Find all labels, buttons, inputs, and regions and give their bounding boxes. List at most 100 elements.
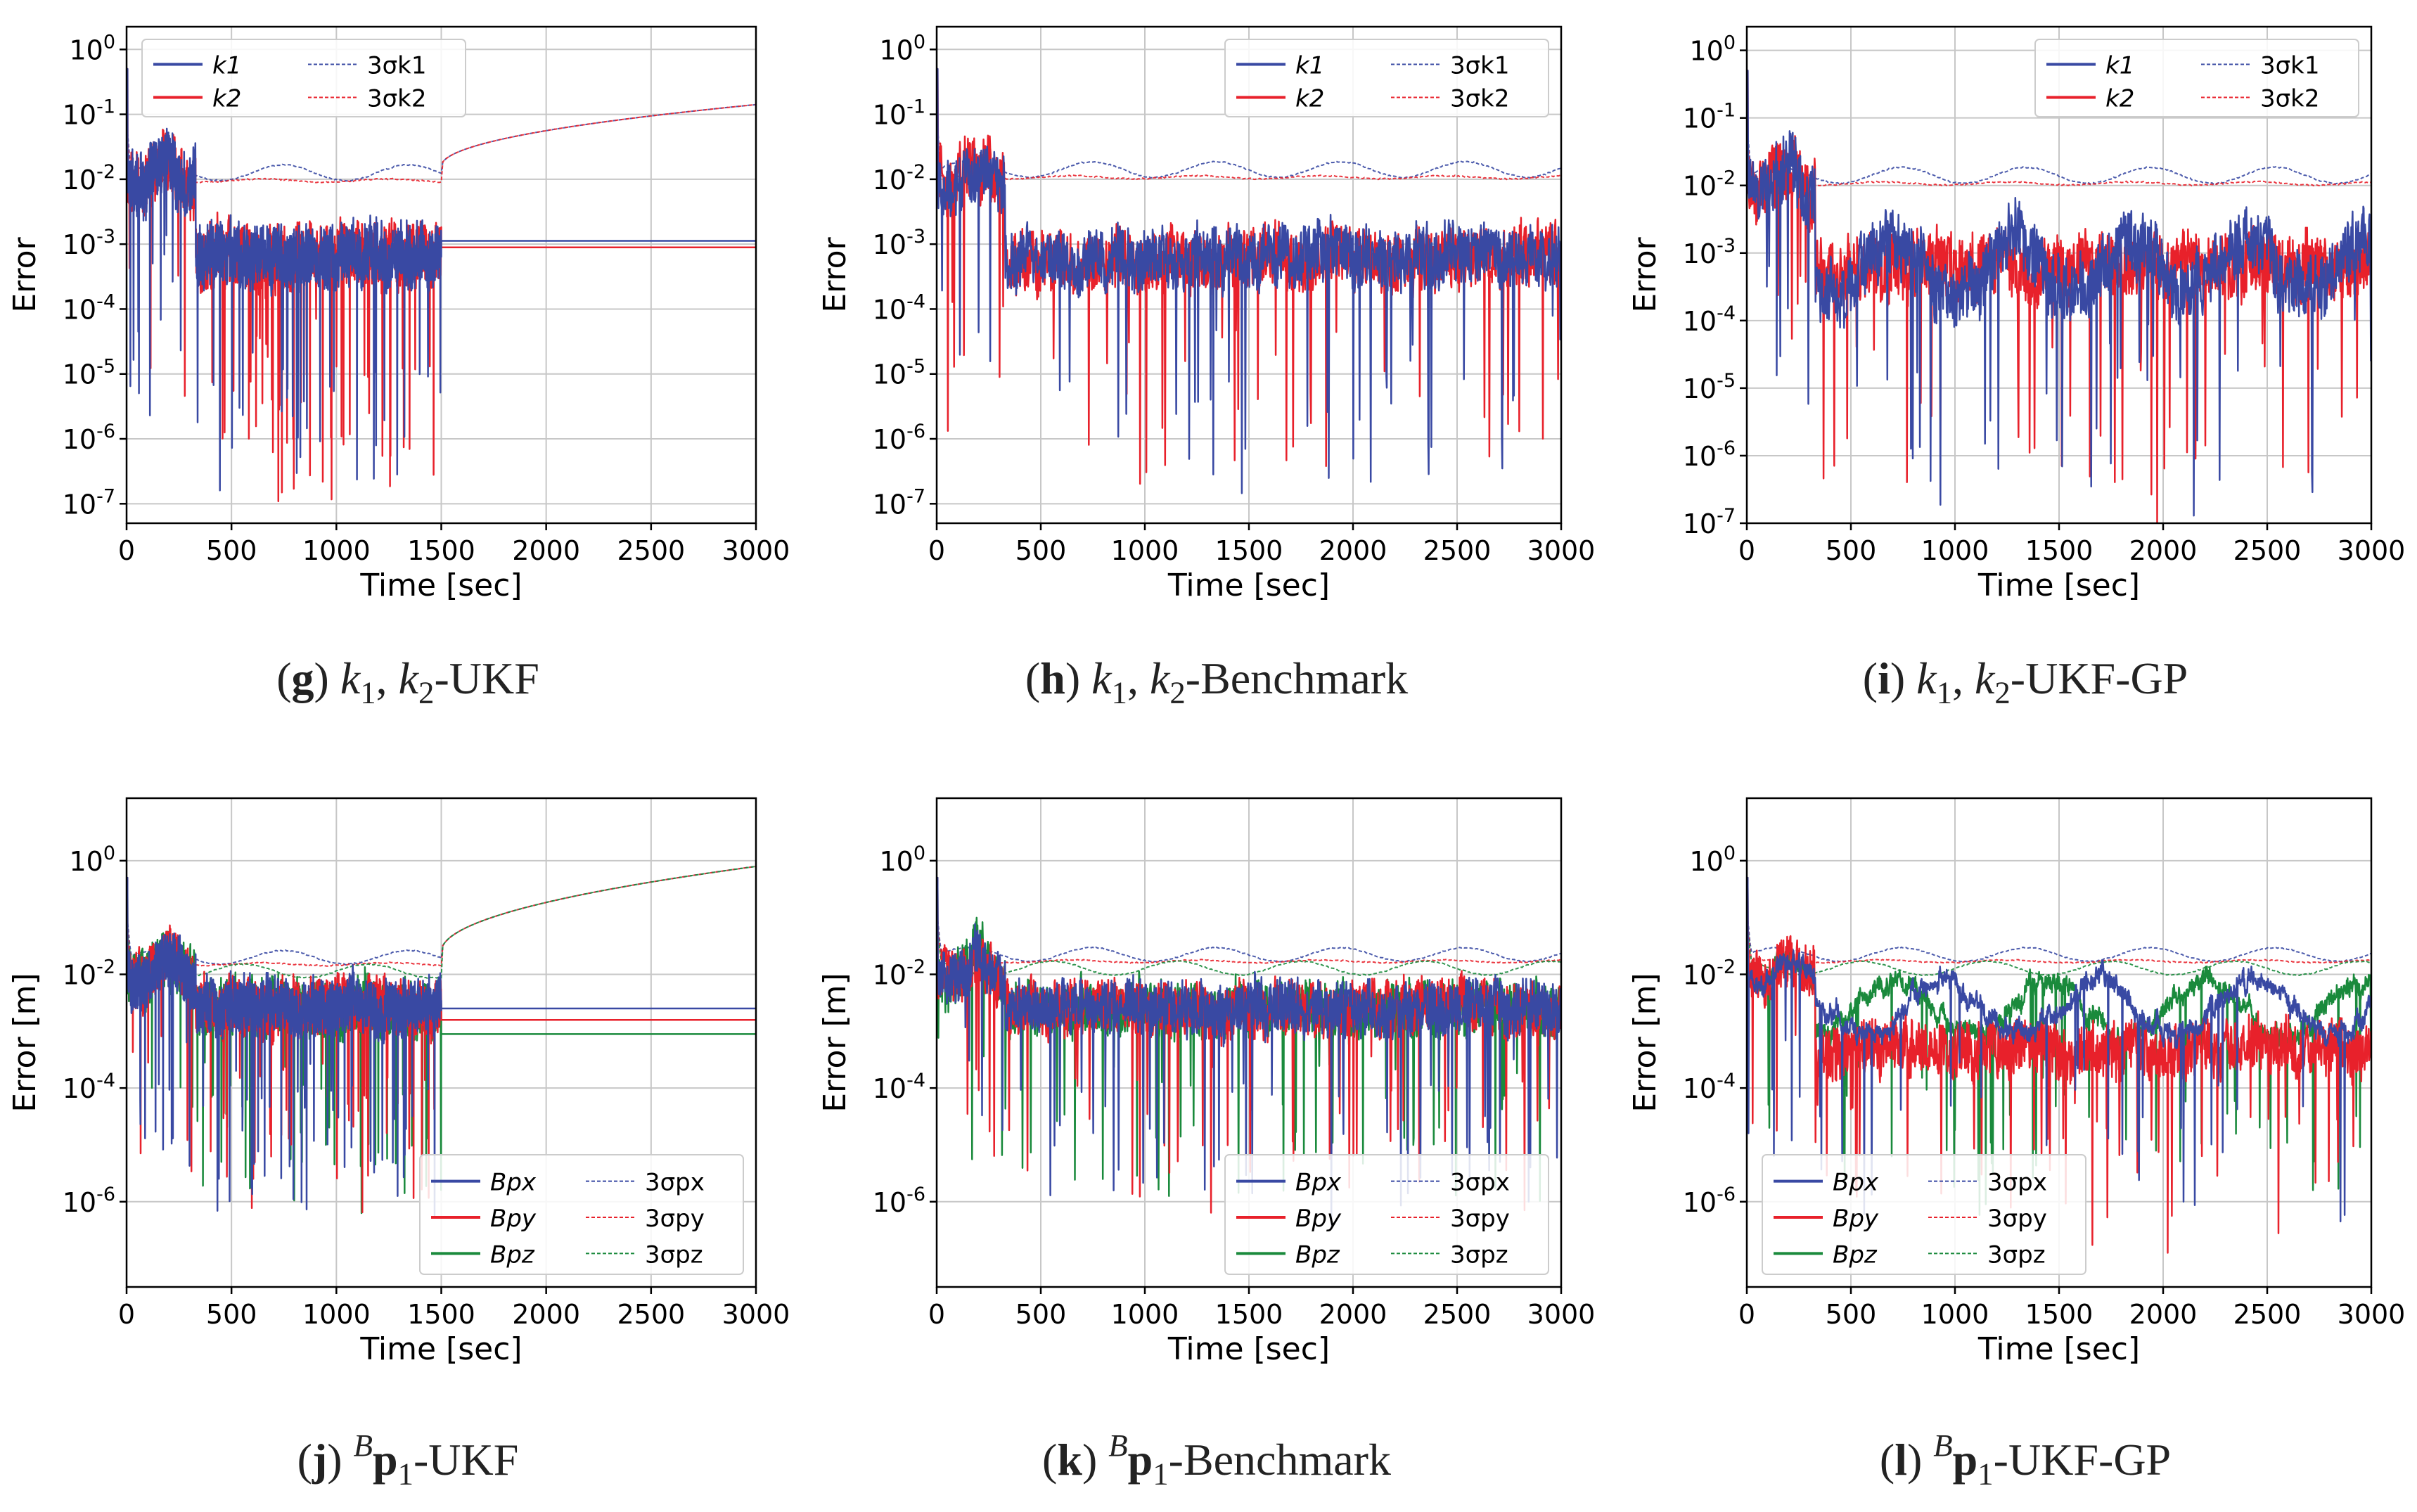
plot-area [127, 68, 756, 503]
legend: Bpx 3σpx Bpy 3σpy Bpz 3σpz [1762, 1154, 2086, 1275]
x-tick-label: 2500 [617, 535, 685, 566]
y-axis-label: Error [m] [1627, 973, 1663, 1112]
plot-area [937, 68, 1561, 494]
sigma-series-3 [937, 916, 1561, 977]
x-tick-label: 3000 [1527, 1299, 1596, 1330]
x-tick-label: 3000 [722, 1299, 790, 1330]
sigma-series-3 [1747, 916, 2371, 977]
y-axis-label: Error [m] [817, 973, 853, 1112]
plot-area [127, 866, 756, 1217]
y-tick-label: 10-1 [1683, 100, 1736, 134]
error-series-1 [937, 68, 1561, 494]
legend-label-1: Bpx [490, 1169, 537, 1197]
y-axis-label: Error [817, 236, 853, 312]
y-tick-label: 10-7 [873, 485, 925, 520]
x-tick-label: 1500 [407, 535, 475, 566]
y-tick-label: 10-4 [873, 1070, 925, 1104]
legend-sigma-label-1: 3σpx [1450, 1169, 1510, 1197]
y-tick-label: 10-4 [1683, 1070, 1736, 1104]
x-tick-label: 3000 [722, 535, 790, 566]
x-tick-label: 2000 [512, 535, 580, 566]
legend-label-3: Bpz [1833, 1241, 1878, 1269]
x-tick-label: 3000 [2338, 1299, 2406, 1330]
y-tick-label: 10-6 [63, 1184, 115, 1218]
legend-sigma-label-2: 3σpy [645, 1205, 705, 1233]
x-tick-label: 1000 [1921, 535, 1989, 566]
error-series-1 [1747, 876, 2371, 1223]
x-tick-label: 1000 [1111, 1299, 1179, 1330]
x-tick-label: 0 [1738, 1299, 1755, 1330]
y-tick-label: 10-3 [873, 226, 925, 260]
y-tick-label: 10-2 [1683, 956, 1736, 991]
x-tick-label: 500 [206, 1299, 257, 1330]
y-tick-label: 10-2 [1683, 167, 1736, 202]
legend-box [2034, 39, 2359, 117]
sigma-series-2 [127, 103, 756, 184]
legend-label-2: Bpy [1833, 1205, 1879, 1233]
sigma-series-2 [1747, 128, 2371, 187]
y-tick-label: 10-2 [873, 161, 925, 196]
y-tick-label: 100 [1689, 843, 1736, 877]
sigma-series-1 [1747, 122, 2371, 185]
x-axis-label: Time [sec] [359, 1331, 522, 1367]
legend-label-1: Bpx [1833, 1169, 1879, 1197]
chart-h: 0 500 1000 1500 2000 2500 3000 100 10-1 10-2 10-3 1… [817, 25, 1596, 603]
legend-label-1: Bpx [1295, 1169, 1342, 1197]
legend-sigma-label-1: 3σpx [645, 1169, 705, 1197]
x-tick-label: 1500 [2025, 1299, 2094, 1330]
chart-i: 0 500 1000 1500 2000 2500 3000 100 10-1 10-2 10-3 1… [1627, 25, 2405, 603]
legend-sigma-label-3: 3σpz [645, 1241, 703, 1269]
plot-area [1747, 70, 2371, 523]
error-series-1 [937, 876, 1561, 1230]
legend: k1 3σk1 k2 3σk2 [2034, 39, 2359, 117]
sigma-series-2 [937, 124, 1561, 181]
chart-j: 0 500 1000 1500 2000 2500 3000 100 10-2 10-4 10-6 T… [7, 797, 790, 1367]
legend-sigma-label-2: 3σk2 [367, 85, 427, 113]
legend-sigma-label-1: 3σk1 [367, 52, 427, 80]
y-tick-label: 10-2 [63, 161, 115, 196]
legend-label-2: Bpy [1295, 1205, 1342, 1233]
legend-sigma-label-3: 3σpz [1450, 1241, 1508, 1269]
y-axis-label: Error [m] [7, 973, 43, 1112]
y-tick-label: 100 [879, 843, 925, 877]
x-axis-label: Time [sec] [1977, 568, 2140, 603]
error-series-1 [127, 68, 756, 492]
y-tick-label: 100 [69, 843, 115, 877]
y-tick-label: 10-5 [873, 356, 925, 390]
x-tick-label: 2500 [1423, 1299, 1492, 1330]
x-axis-label: Time [sec] [1977, 1331, 2140, 1367]
y-tick-label: 10-4 [873, 290, 925, 325]
x-tick-label: 500 [1015, 1299, 1067, 1330]
sigma-series-1 [937, 909, 1561, 963]
caption-l: (l) Bp1-UKF-GP [1879, 1428, 2172, 1492]
legend-sigma-label-2: 3σpy [1987, 1205, 2047, 1233]
x-tick-label: 3000 [1527, 535, 1596, 566]
x-tick-label: 2500 [1423, 535, 1492, 566]
y-tick-label: 10-5 [63, 356, 115, 390]
legend-label-2: k2 [212, 85, 241, 113]
legend-label-3: Bpz [490, 1241, 535, 1269]
x-tick-label: 2000 [2129, 535, 2198, 566]
caption-j: (j) Bp1-UKF [297, 1428, 519, 1492]
error-series-2 [1747, 876, 2371, 1254]
x-tick-label: 500 [1826, 1299, 1877, 1330]
legend-box [141, 39, 466, 117]
x-tick-label: 500 [1015, 535, 1067, 566]
x-tick-label: 1000 [1111, 535, 1179, 566]
plot-area [1747, 876, 2371, 1254]
y-tick-label: 10-6 [1683, 1184, 1736, 1218]
legend-label-1: k1 [1295, 52, 1324, 80]
sigma-series-1 [937, 117, 1561, 179]
x-tick-label: 2500 [2233, 535, 2302, 566]
x-axis-label: Time [sec] [1167, 568, 1330, 603]
y-tick-label: 10-3 [1683, 235, 1736, 269]
y-tick-label: 10-7 [63, 485, 115, 520]
x-tick-label: 2500 [2233, 1299, 2302, 1330]
x-tick-label: 2500 [617, 1299, 685, 1330]
x-tick-label: 2000 [1319, 535, 1387, 566]
y-tick-label: 10-6 [873, 1184, 925, 1218]
legend-sigma-label-2: 3σk2 [1450, 85, 1510, 113]
y-tick-label: 10-7 [1683, 505, 1736, 539]
x-tick-label: 1500 [2025, 535, 2094, 566]
y-tick-label: 100 [1689, 32, 1736, 67]
